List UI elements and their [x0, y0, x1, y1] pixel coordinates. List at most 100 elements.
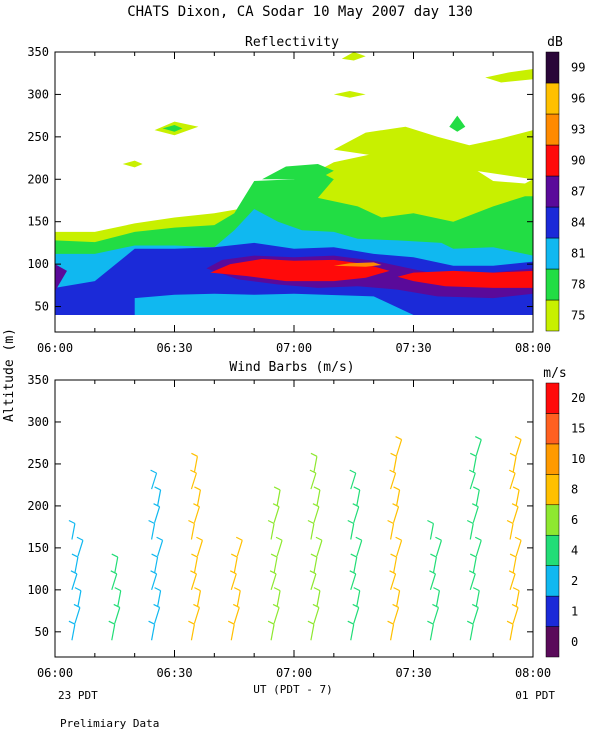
wind-barb-flag: [466, 620, 474, 625]
wind-barb-flag: [196, 536, 203, 541]
wind-barb-staff: [310, 573, 317, 591]
wind-barb-flag: [506, 620, 514, 625]
wind-barb-staff: [429, 573, 436, 591]
wind-barb-flag: [389, 570, 396, 575]
wind-barb-staff: [350, 472, 357, 490]
wind-barb-staff: [429, 523, 435, 540]
wind-barb-staff: [475, 540, 482, 557]
wind-barb-staff: [316, 590, 321, 607]
wind-barb-flag: [468, 570, 476, 575]
wind-barbs-axes: 06:00 06:30 07:00 07:30 08:00 50 100 150 200 250 3…: [27, 373, 551, 680]
wind-barb-flag: [471, 503, 479, 508]
wind-colorbar-swatch: [545, 382, 560, 414]
wind-barb-staff: [270, 573, 277, 591]
wind-barb-flag: [309, 570, 317, 575]
wind-barb-flag: [472, 486, 480, 491]
wind-barb-staff: [435, 590, 441, 607]
wind-colorbar-label: 2: [571, 574, 578, 588]
wind-barb-staff: [509, 624, 514, 641]
wind-barb-flag: [156, 536, 163, 541]
reflectivity-colorbar-swatch: [545, 237, 560, 270]
reflectivity-x-tick-label: 06:00: [37, 341, 73, 355]
wind-barb-flag: [395, 536, 402, 541]
wind-barb-staff: [390, 472, 397, 490]
wind-barb-flag: [309, 469, 317, 474]
wind-barb-flag: [429, 570, 436, 575]
wind-barb-staff: [111, 573, 118, 591]
wind-barb-flag: [355, 536, 363, 541]
wind-barb-staff: [193, 506, 200, 523]
wind-y-tick-label: 100: [27, 583, 49, 597]
wind-barb-flag: [150, 469, 157, 474]
wind-barb-staff: [432, 556, 438, 574]
wind-barb-flag: [435, 536, 442, 541]
wind-barb-staff: [389, 523, 395, 540]
wind-y-tick-label: 50: [35, 625, 49, 639]
contour-93-core: [333, 262, 382, 267]
wind-barb-staff: [395, 590, 401, 607]
wind-barb-flag: [74, 587, 82, 592]
reflectivity-x-tick-label: 07:00: [276, 341, 312, 355]
wind-barb-staff: [236, 540, 243, 557]
wind-colorbar-swatch: [545, 626, 560, 658]
wind-barb-staff: [512, 506, 519, 523]
wind-barb-staff: [71, 624, 76, 641]
wind-barb-staff: [276, 540, 283, 557]
wind-barb-staff: [190, 573, 197, 591]
wind-barb-flag: [315, 536, 323, 541]
wind-barb-flag: [509, 452, 517, 457]
wind-barb-flag: [508, 570, 516, 575]
reflectivity-colorbar-label: 90: [571, 154, 585, 168]
contour-75-patch-2: [122, 160, 143, 168]
wind-barb-staff: [390, 573, 397, 591]
start-local-time-label: 23 PDT: [58, 689, 98, 702]
wind-barb-flag: [227, 620, 235, 625]
wind-barb-staff: [196, 489, 202, 507]
wind-barb-staff: [350, 523, 355, 540]
wind-barb-flag: [349, 570, 357, 575]
wind-barb-flag: [272, 603, 280, 608]
wind-barb-flag: [310, 553, 318, 558]
wind-barb-staff: [356, 489, 361, 507]
wind-barb-flag: [433, 587, 440, 592]
wind-colorbar-label: 10: [571, 452, 585, 466]
wind-barb-staff: [151, 472, 158, 490]
reflectivity-panel: Reflectivity 06:00 06:30 07:00 07:30 08:00 50…: [27, 35, 585, 355]
wind-barb-staff: [156, 489, 162, 507]
wind-barb-flag: [68, 519, 76, 525]
wind-barb-flag: [108, 620, 116, 625]
wind-barb-staff: [190, 624, 196, 641]
wind-barb-flag: [312, 503, 320, 508]
wind-barb-flag: [506, 519, 514, 525]
wind-barb-staff: [193, 607, 200, 624]
wind-barb-staff: [432, 607, 439, 624]
contour-78-patch-2: [162, 125, 183, 132]
wind-barb-staff: [475, 489, 480, 507]
preliminary-data-note: Prelimiary Data: [60, 717, 159, 730]
wind-barb-staff: [114, 607, 121, 624]
wind-barb-staff: [196, 540, 203, 557]
wind-barb-staff: [77, 540, 84, 557]
wind-barb-staff: [74, 607, 81, 624]
reflectivity-colorbar-label: 96: [571, 92, 585, 106]
contour-75-upper: [333, 126, 533, 180]
wind-barb-staff: [472, 607, 479, 624]
wind-barbs-title: Wind Barbs (m/s): [229, 360, 354, 375]
wind-barb-flag: [113, 603, 121, 608]
y-axis-label: Altitude (m): [2, 328, 17, 422]
wind-barb-flag: [70, 570, 78, 575]
wind-barb-staff: [273, 506, 280, 523]
wind-colorbar-unit: m/s: [543, 366, 566, 381]
wind-barb-flag: [68, 620, 76, 625]
wind-frame: [54, 379, 534, 658]
wind-x-tick-label: 07:30: [395, 666, 431, 680]
wind-barb-staff: [233, 607, 240, 624]
wind-barb-flag: [267, 620, 275, 625]
wind-barb-flag: [150, 570, 157, 575]
wind-barb-staff: [150, 523, 156, 540]
wind-barb-flag: [229, 570, 237, 575]
wind-x-tick-label: 08:00: [515, 666, 551, 680]
reflectivity-colorbar-label: 84: [571, 216, 585, 230]
wind-colorbar-swatch: [545, 504, 560, 536]
wind-barb-flag: [347, 620, 355, 625]
